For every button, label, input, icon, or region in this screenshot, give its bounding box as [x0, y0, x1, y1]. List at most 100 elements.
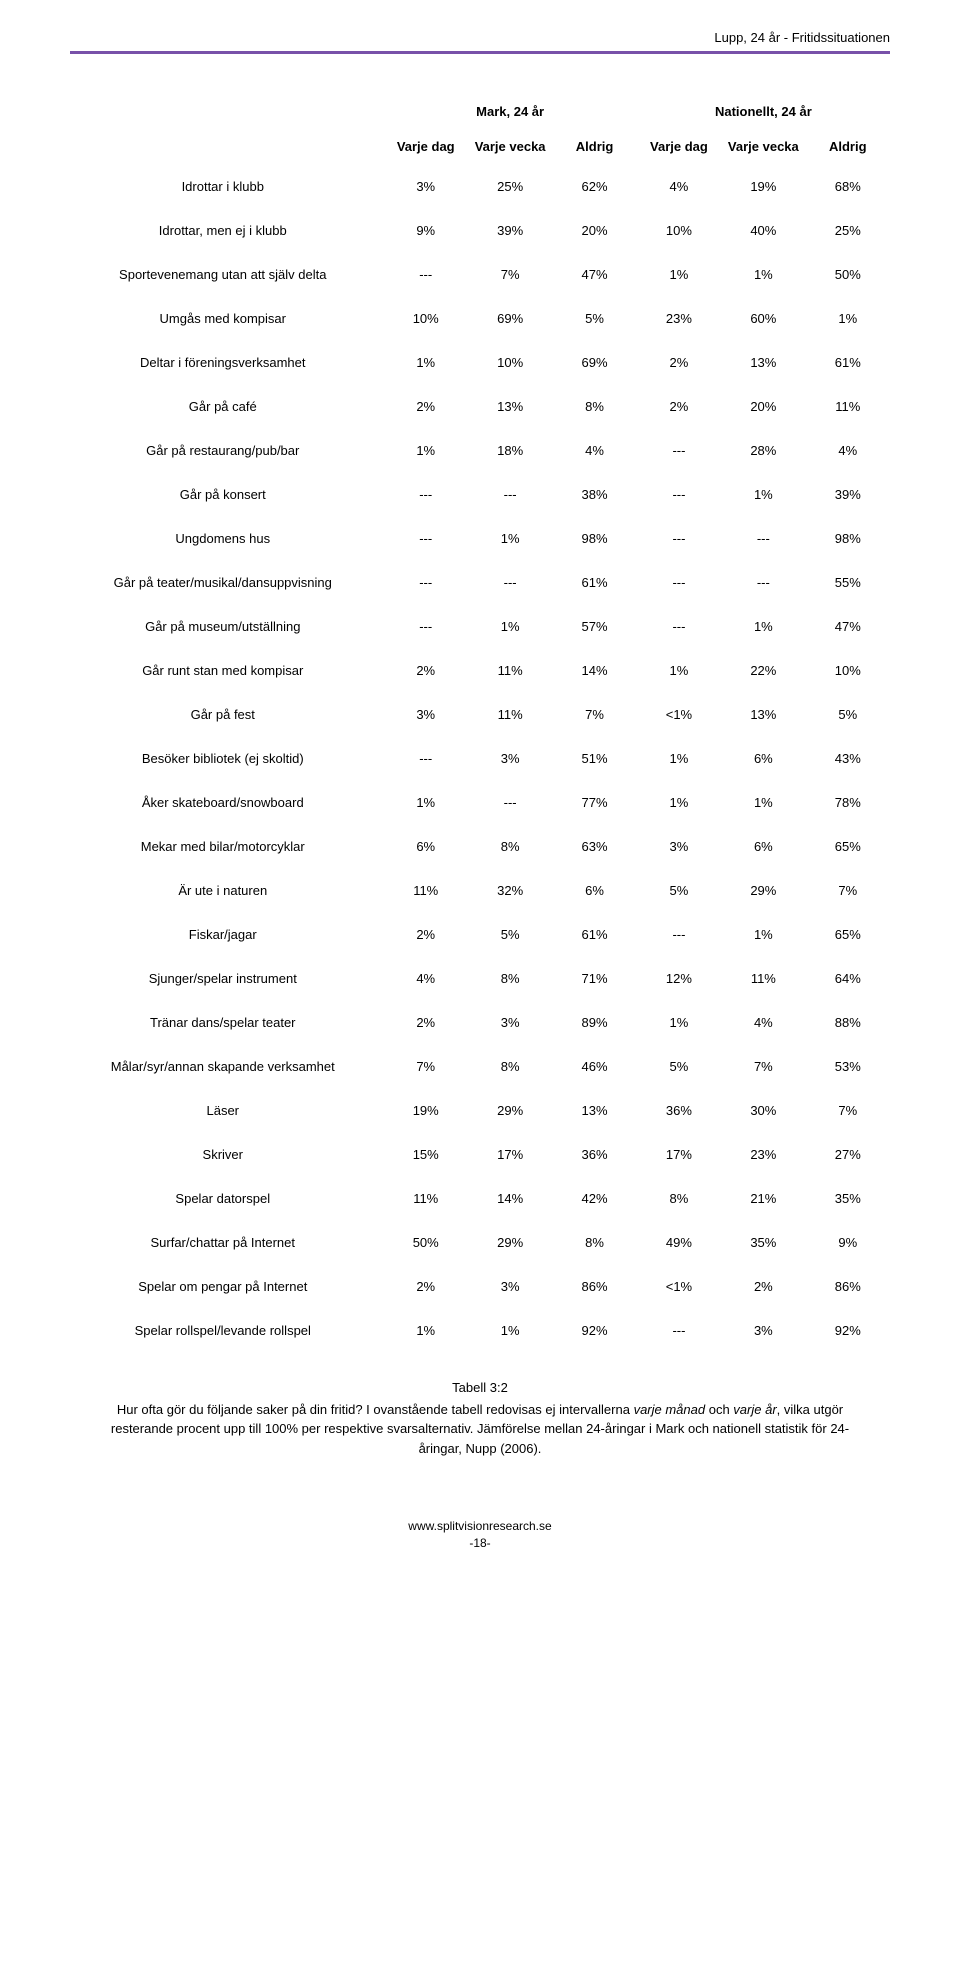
cell: --- — [384, 736, 468, 780]
table-row: Spelar rollspel/levande rollspel1%1%92%-… — [70, 1308, 890, 1352]
cell: 1% — [806, 296, 890, 340]
cell: 1% — [468, 516, 552, 560]
cell: 19% — [721, 164, 805, 208]
cell: 3% — [384, 164, 468, 208]
cell: 29% — [468, 1220, 552, 1264]
group-header-left: Mark, 24 år — [384, 94, 637, 129]
cell: 27% — [806, 1132, 890, 1176]
cell: 12% — [637, 956, 721, 1000]
table-row: Besöker bibliotek (ej skoltid)---3%51%1%… — [70, 736, 890, 780]
cell: 23% — [721, 1132, 805, 1176]
cell: --- — [637, 428, 721, 472]
cell: 7% — [806, 868, 890, 912]
table-row: Går på café2%13%8%2%20%11% — [70, 384, 890, 428]
cell: 60% — [721, 296, 805, 340]
cell: 65% — [806, 912, 890, 956]
cell: <1% — [637, 1264, 721, 1308]
cell: 10% — [637, 208, 721, 252]
cell: 86% — [806, 1264, 890, 1308]
cell: 11% — [384, 1176, 468, 1220]
cell: 89% — [552, 1000, 636, 1044]
cell: 1% — [384, 780, 468, 824]
cell: 6% — [384, 824, 468, 868]
table-row: Spelar datorspel11%14%42%8%21%35% — [70, 1176, 890, 1220]
cell: 7% — [721, 1044, 805, 1088]
cell: 23% — [637, 296, 721, 340]
cell: --- — [637, 516, 721, 560]
table-row: Målar/syr/annan skapande verksamhet7%8%4… — [70, 1044, 890, 1088]
cell: 7% — [384, 1044, 468, 1088]
cell: 65% — [806, 824, 890, 868]
table-row: Ungdomens hus---1%98%------98% — [70, 516, 890, 560]
table-row: Idrottar i klubb3%25%62%4%19%68% — [70, 164, 890, 208]
cell: 1% — [637, 736, 721, 780]
cell: 4% — [806, 428, 890, 472]
row-label: Spelar datorspel — [70, 1176, 384, 1220]
table-row: Skriver15%17%36%17%23%27% — [70, 1132, 890, 1176]
row-label: Tränar dans/spelar teater — [70, 1000, 384, 1044]
cell: 19% — [384, 1088, 468, 1132]
row-label: Går på restaurang/pub/bar — [70, 428, 384, 472]
row-label: Går på teater/musikal/dansuppvisning — [70, 560, 384, 604]
row-label: Besöker bibliotek (ej skoltid) — [70, 736, 384, 780]
cell: --- — [384, 472, 468, 516]
table-row: Umgås med kompisar10%69%5%23%60%1% — [70, 296, 890, 340]
col-header: Varje vecka — [468, 129, 552, 164]
cell: 1% — [384, 340, 468, 384]
cell: 1% — [637, 1000, 721, 1044]
cell: 32% — [468, 868, 552, 912]
table-row: Går på konsert------38%---1%39% — [70, 472, 890, 516]
table-row: Tränar dans/spelar teater2%3%89%1%4%88% — [70, 1000, 890, 1044]
cell: 5% — [637, 868, 721, 912]
row-label: Umgås med kompisar — [70, 296, 384, 340]
cell: 62% — [552, 164, 636, 208]
cell: 17% — [468, 1132, 552, 1176]
cell: 15% — [384, 1132, 468, 1176]
cell: 10% — [468, 340, 552, 384]
col-header: Varje vecka — [721, 129, 805, 164]
cell: 8% — [468, 824, 552, 868]
cell: --- — [721, 516, 805, 560]
cell: 14% — [552, 648, 636, 692]
table-row: Går på museum/utställning---1%57%---1%47… — [70, 604, 890, 648]
cell: 36% — [552, 1132, 636, 1176]
table-row: Sjunger/spelar instrument4%8%71%12%11%64… — [70, 956, 890, 1000]
cell: 6% — [721, 736, 805, 780]
cell: 39% — [468, 208, 552, 252]
cell: 13% — [552, 1088, 636, 1132]
page-header: Lupp, 24 år - Fritidssituationen — [70, 30, 890, 54]
cell: 63% — [552, 824, 636, 868]
cell: 3% — [468, 736, 552, 780]
cell: 11% — [721, 956, 805, 1000]
cell: 2% — [637, 340, 721, 384]
cell: 2% — [384, 1000, 468, 1044]
cell: 51% — [552, 736, 636, 780]
cell: 35% — [806, 1176, 890, 1220]
cell: --- — [468, 560, 552, 604]
cell: 17% — [637, 1132, 721, 1176]
cell: 53% — [806, 1044, 890, 1088]
cell: 1% — [468, 604, 552, 648]
table-row: Åker skateboard/snowboard1%---77%1%1%78% — [70, 780, 890, 824]
table-row: Fiskar/jagar2%5%61%---1%65% — [70, 912, 890, 956]
group-header-row: Mark, 24 år Nationellt, 24 år — [70, 94, 890, 129]
table-row: Är ute i naturen11%32%6%5%29%7% — [70, 868, 890, 912]
caption-label: Tabell 3:2 — [90, 1378, 870, 1398]
cell: 39% — [806, 472, 890, 516]
cell: 61% — [552, 560, 636, 604]
activity-table: Mark, 24 år Nationellt, 24 år Varje dag … — [70, 94, 890, 1352]
cell: --- — [468, 780, 552, 824]
cell: 6% — [552, 868, 636, 912]
cell: 1% — [721, 252, 805, 296]
page-footer: www.splitvisionresearch.se -18- — [70, 1518, 890, 1552]
cell: 69% — [552, 340, 636, 384]
row-label: Är ute i naturen — [70, 868, 384, 912]
table-row: Mekar med bilar/motorcyklar6%8%63%3%6%65… — [70, 824, 890, 868]
row-label: Går på café — [70, 384, 384, 428]
cell: 50% — [384, 1220, 468, 1264]
cell: 42% — [552, 1176, 636, 1220]
cell: 71% — [552, 956, 636, 1000]
col-header: Varje dag — [637, 129, 721, 164]
blank-subheader — [70, 129, 384, 164]
table-row: Går på fest3%11%7%<1%13%5% — [70, 692, 890, 736]
